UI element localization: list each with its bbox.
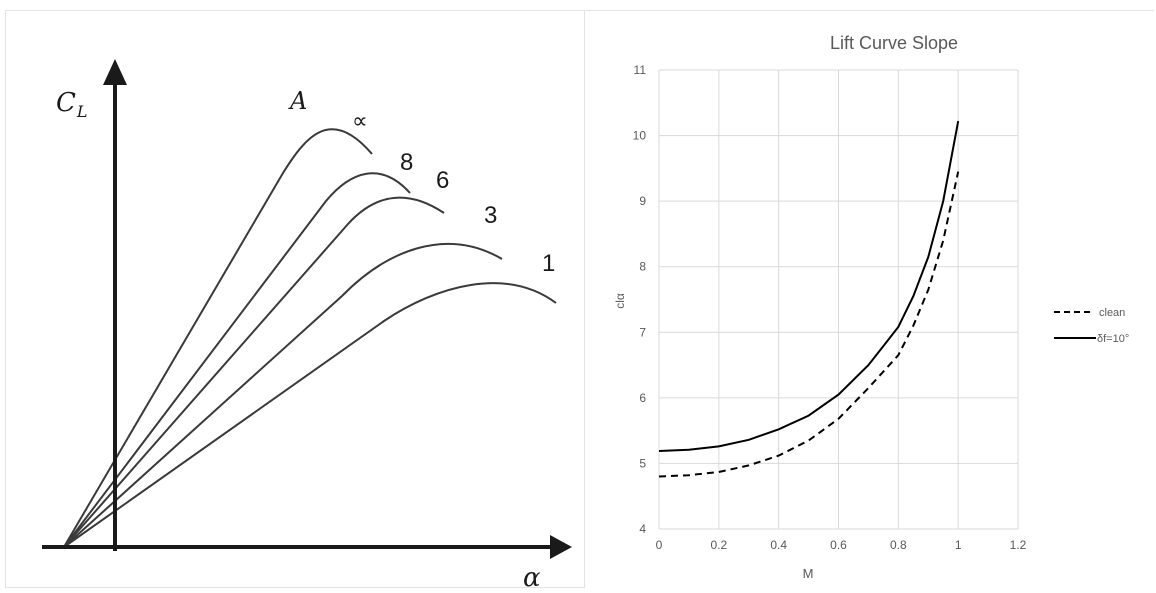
cl-alpha-diagram: CL α A ∝ 8 6 3 1: [42, 59, 572, 593]
legend: clean δf=10°: [1054, 307, 1129, 345]
cl-curve-group: [63, 128, 557, 548]
cl-curve-infinity: [63, 128, 373, 548]
y-tick-label: 10: [633, 129, 647, 143]
series-line-clean: [658, 171, 960, 478]
y-tick-label: 6: [639, 391, 646, 405]
series-line-flap: [658, 120, 960, 452]
cl-axis-label-main: C: [56, 88, 76, 118]
x-tick-label: 0.8: [890, 538, 907, 552]
alpha-axis-label: α: [523, 563, 541, 593]
cl-curve-8: [63, 172, 411, 548]
x-tick-label: 1: [955, 538, 962, 552]
grid: [658, 69, 1019, 530]
x-tick-label: 1.2: [1010, 538, 1027, 552]
lift-curve-slope-chart: Lift Curve Slope 0 0.2 0.4 0.6 0.8 1 1.2 4 5 6 7 8 9…: [613, 33, 1129, 581]
x-tick-label: 0.4: [770, 538, 787, 552]
curve-label-6: 6: [436, 167, 449, 194]
x-axis-label: M: [803, 566, 814, 581]
cl-axis-arrowhead: [103, 59, 127, 85]
y-tick-label: 8: [639, 260, 646, 274]
alpha-axis-arrowhead: [550, 535, 572, 559]
cl-curve-6: [63, 196, 445, 548]
cl-axis-label: CL: [56, 88, 88, 121]
x-tick-label: 0.2: [710, 538, 727, 552]
x-tick-label: 0.6: [830, 538, 847, 552]
curve-label-infinity: ∝: [352, 108, 368, 133]
curve-label-3: 3: [484, 202, 497, 229]
cl-alpha-diagram-panel: CL α A ∝ 8 6 3 1: [5, 10, 585, 593]
aspect-ratio-label: A: [288, 87, 307, 115]
cl-axis-label-subscript: L: [76, 102, 88, 121]
x-tick-label: 0: [656, 538, 663, 552]
y-tick-label: 11: [634, 63, 647, 77]
curve-label-1: 1: [542, 250, 555, 277]
y-tick-label: 5: [639, 456, 646, 470]
series-lines: [658, 120, 960, 478]
y-axis-label: clα: [613, 293, 627, 309]
curve-label-8: 8: [400, 149, 413, 176]
legend-label-clean: clean: [1099, 307, 1125, 319]
y-tick-label: 7: [639, 325, 646, 339]
legend-label-flap: δf=10°: [1097, 333, 1129, 345]
y-tick-label: 9: [639, 194, 646, 208]
chart-title: Lift Curve Slope: [830, 33, 958, 53]
cl-curve-3: [63, 243, 503, 548]
tick-labels: 0 0.2 0.4 0.6 0.8 1 1.2 4 5 6 7 8 9 10 11: [633, 63, 1027, 552]
y-tick-label: 4: [639, 522, 646, 536]
lift-curve-slope-panel: Lift Curve Slope 0 0.2 0.4 0.6 0.8 1 1.2 4 5 6 7 8 9…: [586, 10, 1154, 588]
cl-curve-1: [63, 282, 557, 548]
